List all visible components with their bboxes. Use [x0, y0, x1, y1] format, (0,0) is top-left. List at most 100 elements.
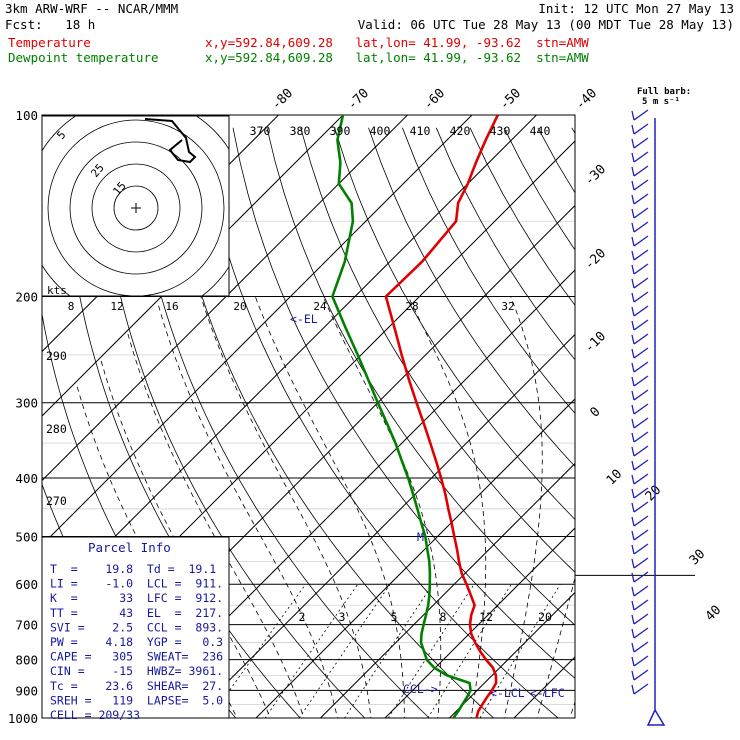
pressure-label-500: 500 [15, 529, 38, 544]
hodograph-rings [42, 116, 229, 296]
dry-adiabat [402, 127, 575, 414]
wind-barb-flag [631, 628, 635, 639]
moist-adiabat [200, 296, 372, 718]
wind-barb [631, 389, 649, 401]
wind-barb [631, 235, 649, 247]
isotherm-line [320, 462, 575, 718]
wind-barb [631, 403, 649, 415]
wind-barb-staff [633, 361, 649, 373]
wind-barb-flag [631, 600, 635, 611]
dry-adiabat [368, 127, 575, 468]
wind-barb [631, 291, 649, 303]
parcel-info-row: K = 33 LFC = 912. [50, 591, 223, 605]
pressure-label-1000: 1000 [8, 711, 38, 726]
isotherm-line [708, 115, 740, 718]
wind-barb [631, 669, 649, 681]
isotherm-line [579, 115, 740, 718]
wind-barb [631, 431, 649, 443]
wind-barb [631, 417, 649, 429]
moist-adiabat [127, 332, 305, 718]
wind-barb [631, 543, 649, 555]
hodograph-axis-label: 32 [501, 300, 514, 313]
wind-barb-staff [633, 249, 649, 261]
level-annotation-3: <-LCL [490, 686, 525, 700]
parcel-info-row: CAPE = 305 SWEAT= 236 [50, 650, 223, 664]
wind-barb-flag [631, 516, 635, 527]
hodograph-axis-label: 12 [110, 300, 123, 313]
wind-barb [631, 683, 649, 695]
wind-barb [631, 459, 649, 471]
barb-legend-line1: Full barb: [637, 87, 691, 97]
moist-adiabat [157, 302, 338, 718]
dewpoint-profile [331, 115, 472, 718]
isotherm-label: -30 [582, 162, 609, 189]
wind-barb-flag [631, 138, 635, 149]
wind-barb-staff [633, 627, 649, 639]
wind-barb [631, 249, 649, 261]
wind-barb-flag [631, 180, 635, 191]
hodograph-unit: kts [47, 284, 67, 297]
wind-barb-flag [631, 208, 635, 219]
level-annotation-4: <-LFC [530, 686, 565, 700]
wind-barb [631, 137, 649, 149]
wind-barb-staff [633, 613, 649, 625]
wind-barb-flag [631, 348, 635, 359]
level-annotation-1: M [417, 530, 424, 544]
wind-barb-staff [633, 641, 649, 653]
dry-adiabat [131, 127, 430, 718]
temperature-legend: Temperature [8, 35, 91, 50]
wind-barb-flag [631, 278, 635, 289]
isotherm-line [42, 115, 344, 417]
pressure-label-600: 600 [15, 577, 38, 592]
wind-barb-staff [633, 417, 649, 429]
wind-barb-flag [631, 166, 635, 177]
init-time: Init: 12 UTC Mon 27 May 13 [538, 1, 734, 16]
wind-barb-staff [633, 431, 649, 443]
wind-barb [631, 123, 649, 135]
mixing-ratio-line [427, 583, 512, 718]
barb-legend: Full barb: 5 m s⁻¹ [637, 87, 691, 107]
isotherm-label: -20 [582, 246, 609, 273]
level-annotation-0: <-EL [290, 312, 318, 326]
pressure-label-800: 800 [15, 653, 38, 668]
wind-barb-flag [631, 124, 635, 135]
isotherm-label: -10 [582, 329, 609, 356]
wind-barb [631, 613, 649, 625]
wind-barb-staff [633, 599, 649, 611]
wind-barb-staff [633, 137, 649, 149]
wind-barb [631, 627, 649, 639]
hodograph-axis-label: 28 [405, 300, 418, 313]
isotherm-label: 0 [587, 404, 603, 420]
hodograph-ring [47, 119, 225, 296]
wind-barb-staff [633, 389, 649, 401]
wind-barb-staff [633, 487, 649, 499]
wind-barb [631, 193, 649, 205]
theta-e-label: 400 [370, 124, 391, 138]
wind-barb [631, 515, 649, 527]
wind-barb-flag [631, 460, 635, 471]
dry-adiabat [707, 128, 740, 731]
wind-barb [631, 361, 649, 373]
isotherm-line [513, 656, 575, 718]
mixing-ratio-line [298, 583, 391, 718]
hodograph-axis-label: 8 [68, 300, 75, 313]
wind-barb-staff [633, 291, 649, 303]
moist-adiabat [322, 296, 442, 718]
wind-barb-staff [633, 319, 649, 331]
isotherm-line [42, 115, 473, 546]
wind-barb-flag [631, 656, 635, 667]
wind-barb-flag [631, 334, 635, 345]
moist-adiabat [569, 700, 575, 718]
pressure-label-200: 200 [15, 290, 38, 305]
theta-label: 290 [46, 349, 67, 363]
theta-e-label: 420 [450, 124, 471, 138]
theta-e-label: 430 [490, 124, 511, 138]
temperature-location: x,y=592.84,609.28 lat,lon= 41.99, -93.62… [205, 35, 589, 50]
parcel-info-panel: Parcel Info T = 19.8 Td = 19.1LI = -1.0 L… [41, 536, 230, 722]
wind-barb-flag [631, 446, 635, 457]
mixing-ratio-label: 12 [479, 610, 493, 624]
hodograph-axis-label: 16 [165, 300, 178, 313]
